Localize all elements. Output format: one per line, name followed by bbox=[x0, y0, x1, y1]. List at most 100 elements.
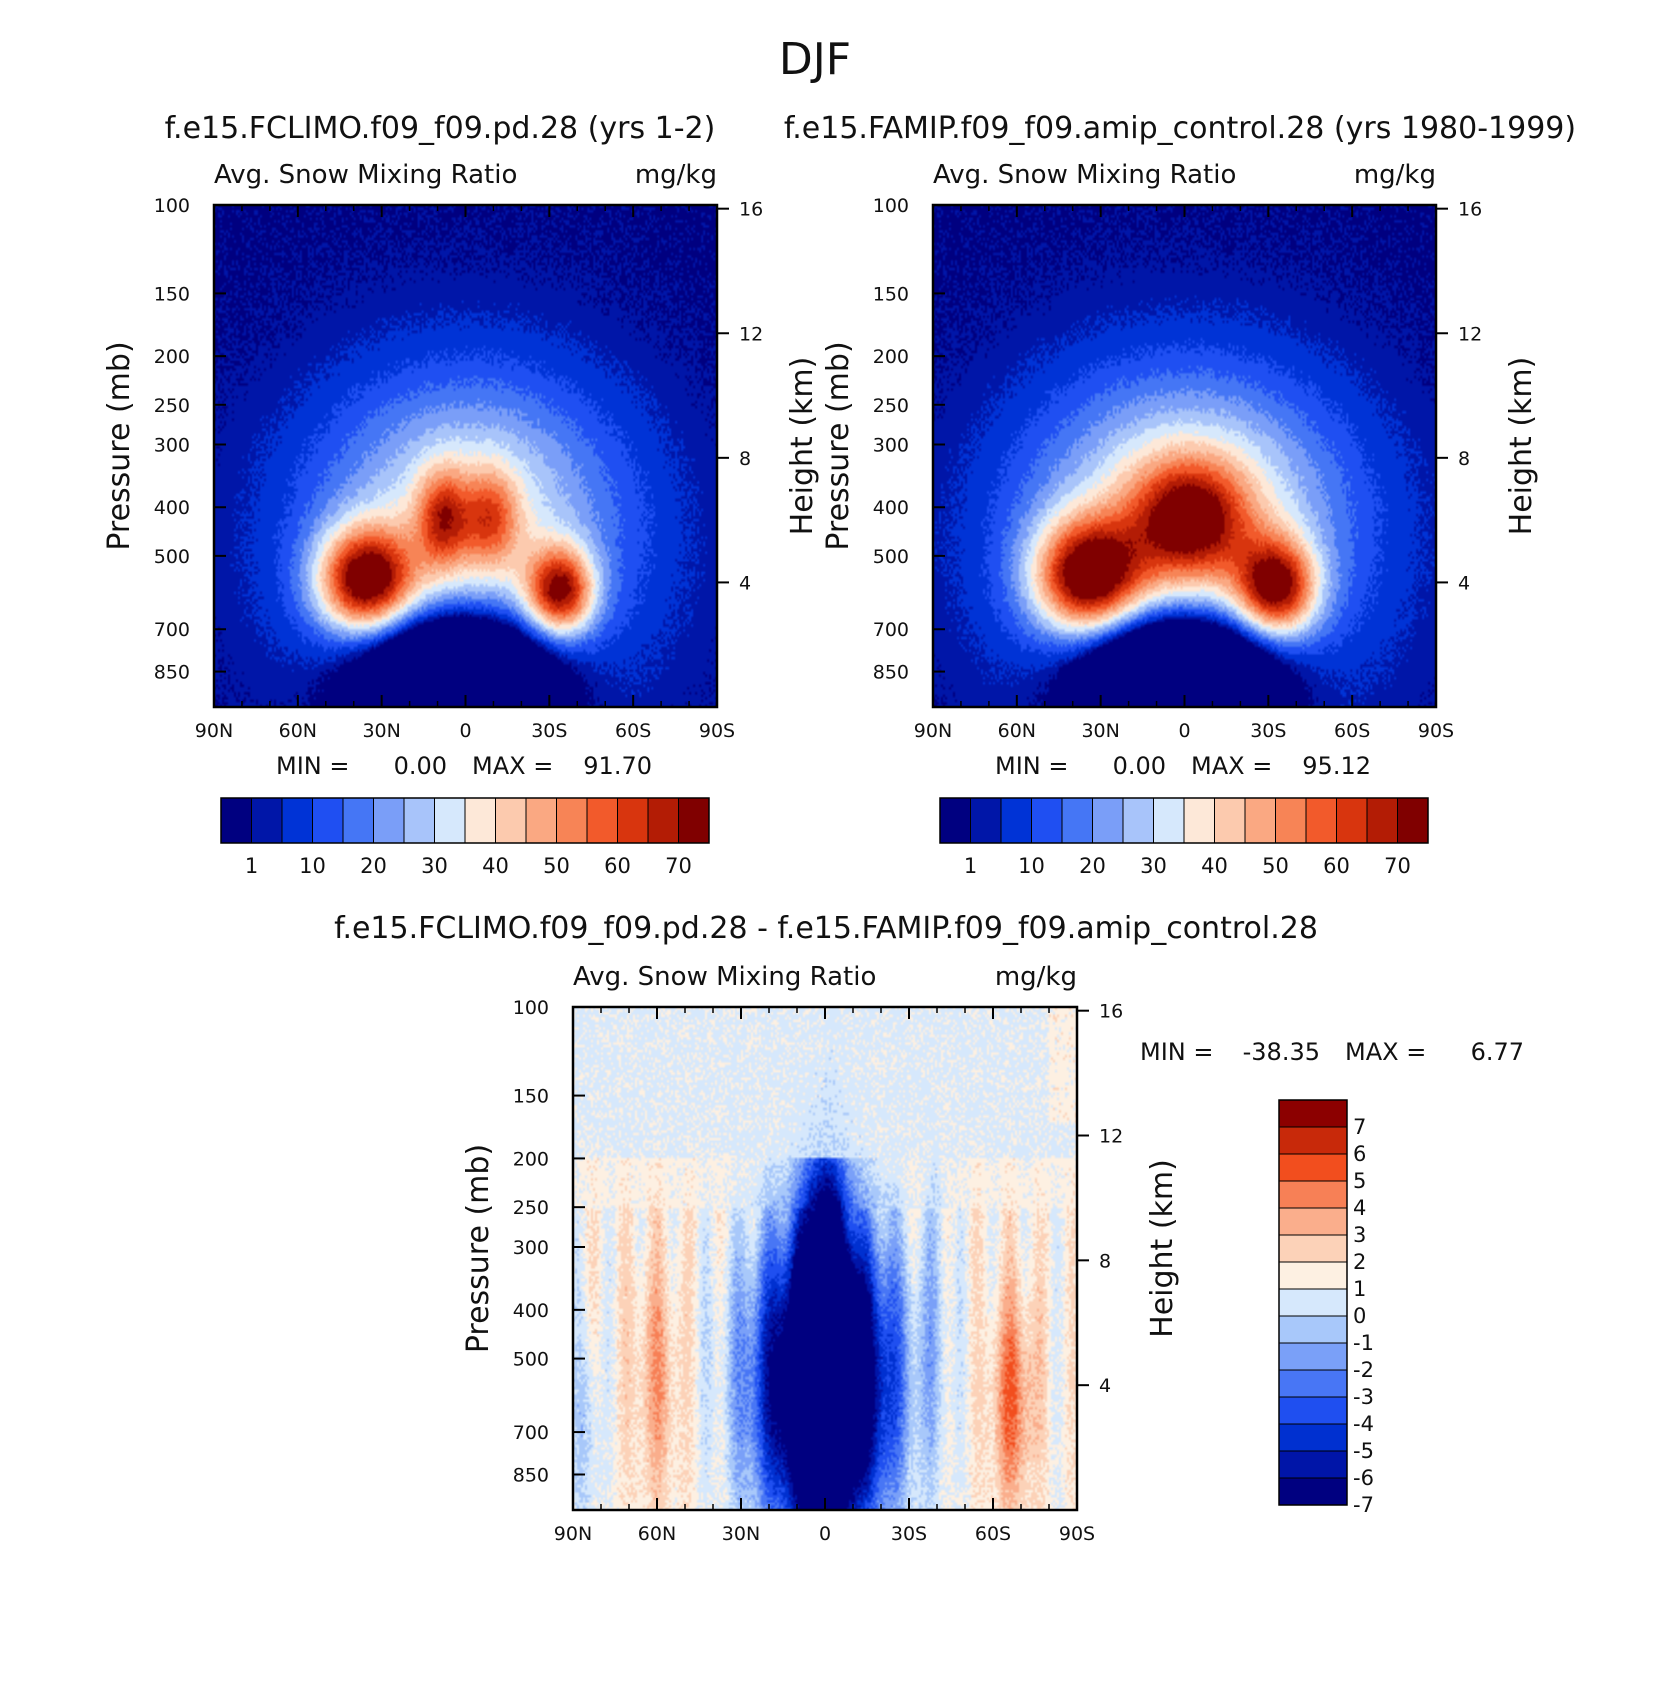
y-tick-label: 850 bbox=[154, 662, 190, 684]
colorbar-swatch bbox=[1278, 1450, 1348, 1479]
colorbar-swatch bbox=[312, 797, 344, 844]
colorbar-swatch bbox=[281, 797, 313, 844]
colorbar-swatch bbox=[342, 797, 374, 844]
colorbar-swatch bbox=[1278, 1315, 1348, 1344]
y2-tick-label: 8 bbox=[1099, 1250, 1111, 1272]
y-tick-label: 100 bbox=[873, 195, 909, 217]
colorbar-label: -5 bbox=[1353, 1439, 1374, 1463]
colorbar-frame bbox=[220, 797, 710, 844]
contour-field bbox=[214, 205, 717, 707]
contour-field bbox=[933, 205, 1436, 707]
panel-3: f.e15.FCLIMO.f09_f09.pd.28 - f.e15.FAMIP… bbox=[334, 911, 1524, 1545]
x-tick-label: 30N bbox=[1081, 720, 1119, 742]
y-tick-label: 150 bbox=[154, 283, 190, 305]
y2-tick-label: 12 bbox=[1458, 323, 1482, 345]
colorbar-swatch bbox=[495, 797, 527, 844]
variable-label: Avg. Snow Mixing Ratio bbox=[933, 160, 1236, 190]
y-tick-label: 100 bbox=[513, 997, 549, 1019]
y2-tick-label: 4 bbox=[739, 572, 751, 594]
y2-tick-label: 16 bbox=[1099, 1001, 1123, 1023]
colorbar-swatch bbox=[1275, 797, 1307, 844]
colorbar-label: -2 bbox=[1353, 1358, 1374, 1382]
colorbar-swatch bbox=[1061, 797, 1093, 844]
colorbar-swatch bbox=[251, 797, 283, 844]
colorbar-label: 7 bbox=[1353, 1115, 1366, 1139]
y2-tick-label: 16 bbox=[739, 199, 763, 221]
y-tick-label: 400 bbox=[154, 497, 190, 519]
colorbar-label: 30 bbox=[1140, 854, 1167, 878]
max-label: MAX = bbox=[472, 752, 553, 780]
colorbar-frame bbox=[939, 797, 1429, 844]
colorbar-label: 40 bbox=[482, 854, 509, 878]
max-value: 95.12 bbox=[1302, 752, 1371, 780]
colorbar-swatch bbox=[1278, 1342, 1348, 1371]
colorbar-swatch bbox=[1153, 797, 1185, 844]
colorbar-label: 0 bbox=[1353, 1304, 1366, 1328]
colorbar-swatch bbox=[617, 797, 649, 844]
colorbar-swatch bbox=[1278, 1477, 1348, 1506]
case-title: f.e15.FCLIMO.f09_f09.pd.28 (yrs 1-2) bbox=[165, 111, 716, 146]
figure-title: DJF bbox=[779, 34, 851, 85]
max-label: MAX = bbox=[1191, 752, 1272, 780]
x-tick-label: 60S bbox=[975, 1523, 1011, 1545]
min-value: 0.00 bbox=[1113, 752, 1166, 780]
colorbar-label: 60 bbox=[604, 854, 631, 878]
colorbar-label: 1 bbox=[245, 854, 258, 878]
y-tick-label: 150 bbox=[513, 1086, 549, 1108]
contour-field bbox=[573, 1007, 1077, 1510]
colorbar-swatch bbox=[1122, 797, 1154, 844]
colorbar-swatch bbox=[220, 797, 252, 844]
y-tick-label: 150 bbox=[873, 283, 909, 305]
colorbar-label: -6 bbox=[1353, 1466, 1374, 1490]
y-tick-label: 500 bbox=[513, 1349, 549, 1371]
case-title: f.e15.FAMIP.f09_f09.amip_control.28 (yrs… bbox=[784, 111, 1576, 146]
colorbar-swatch bbox=[1278, 1207, 1348, 1236]
max-value: 6.77 bbox=[1471, 1038, 1524, 1066]
y-tick-label: 300 bbox=[873, 435, 909, 457]
colorbar-swatch bbox=[1278, 1288, 1348, 1317]
colorbar-swatch bbox=[1366, 797, 1398, 844]
colorbar-label: 4 bbox=[1353, 1196, 1366, 1220]
colorbar-swatch bbox=[373, 797, 405, 844]
colorbar-swatch bbox=[1305, 797, 1337, 844]
y-tick-label: 300 bbox=[154, 435, 190, 457]
x-tick-label: 60S bbox=[615, 720, 651, 742]
colorbar-swatch bbox=[1278, 1180, 1348, 1209]
colorbar-swatch bbox=[1278, 1153, 1348, 1182]
colorbar-swatch bbox=[1000, 797, 1032, 844]
x-tick-label: 30S bbox=[531, 720, 567, 742]
y-tick-label: 200 bbox=[513, 1148, 549, 1170]
colorbar-swatch bbox=[403, 797, 435, 844]
colorbar-swatch bbox=[1244, 797, 1276, 844]
y2-tick-label: 4 bbox=[1099, 1375, 1111, 1397]
y-tick-label: 500 bbox=[873, 546, 909, 568]
y-tick-label: 250 bbox=[873, 395, 909, 417]
colorbar: 1 10 20 30 40 50 60 70 bbox=[220, 797, 710, 878]
x-tick-label: 30S bbox=[891, 1523, 927, 1545]
colorbar-frame bbox=[1278, 1099, 1348, 1506]
colorbar-label: 50 bbox=[543, 854, 570, 878]
colorbar-label: -4 bbox=[1353, 1412, 1374, 1436]
colorbar: 1 10 20 30 40 50 60 70 bbox=[939, 797, 1429, 878]
y-tick-label: 250 bbox=[513, 1197, 549, 1219]
colorbar-label: 70 bbox=[665, 854, 692, 878]
colorbar-swatch bbox=[1278, 1099, 1348, 1128]
y-tick-label: 300 bbox=[513, 1237, 549, 1259]
units-label: mg/kg bbox=[635, 160, 717, 190]
y2-tick-label: 8 bbox=[1458, 448, 1470, 470]
variable-label: Avg. Snow Mixing Ratio bbox=[573, 962, 876, 992]
y2-tick-label: 4 bbox=[1458, 572, 1470, 594]
colorbar-swatch bbox=[1278, 1126, 1348, 1155]
x-tick-label: 30S bbox=[1250, 720, 1286, 742]
x-tick-label: 0 bbox=[819, 1523, 831, 1545]
colorbar-swatch bbox=[1214, 797, 1246, 844]
y-axis-label: Pressure (mb) bbox=[821, 341, 856, 550]
x-tick-label: 60N bbox=[638, 1523, 676, 1545]
colorbar-swatch bbox=[1278, 1369, 1348, 1398]
colorbar-label: 20 bbox=[360, 854, 387, 878]
y-axis-label: Pressure (mb) bbox=[461, 1144, 496, 1353]
colorbar-swatch bbox=[464, 797, 496, 844]
colorbar-label: 40 bbox=[1201, 854, 1228, 878]
colorbar-swatch bbox=[1336, 797, 1368, 844]
